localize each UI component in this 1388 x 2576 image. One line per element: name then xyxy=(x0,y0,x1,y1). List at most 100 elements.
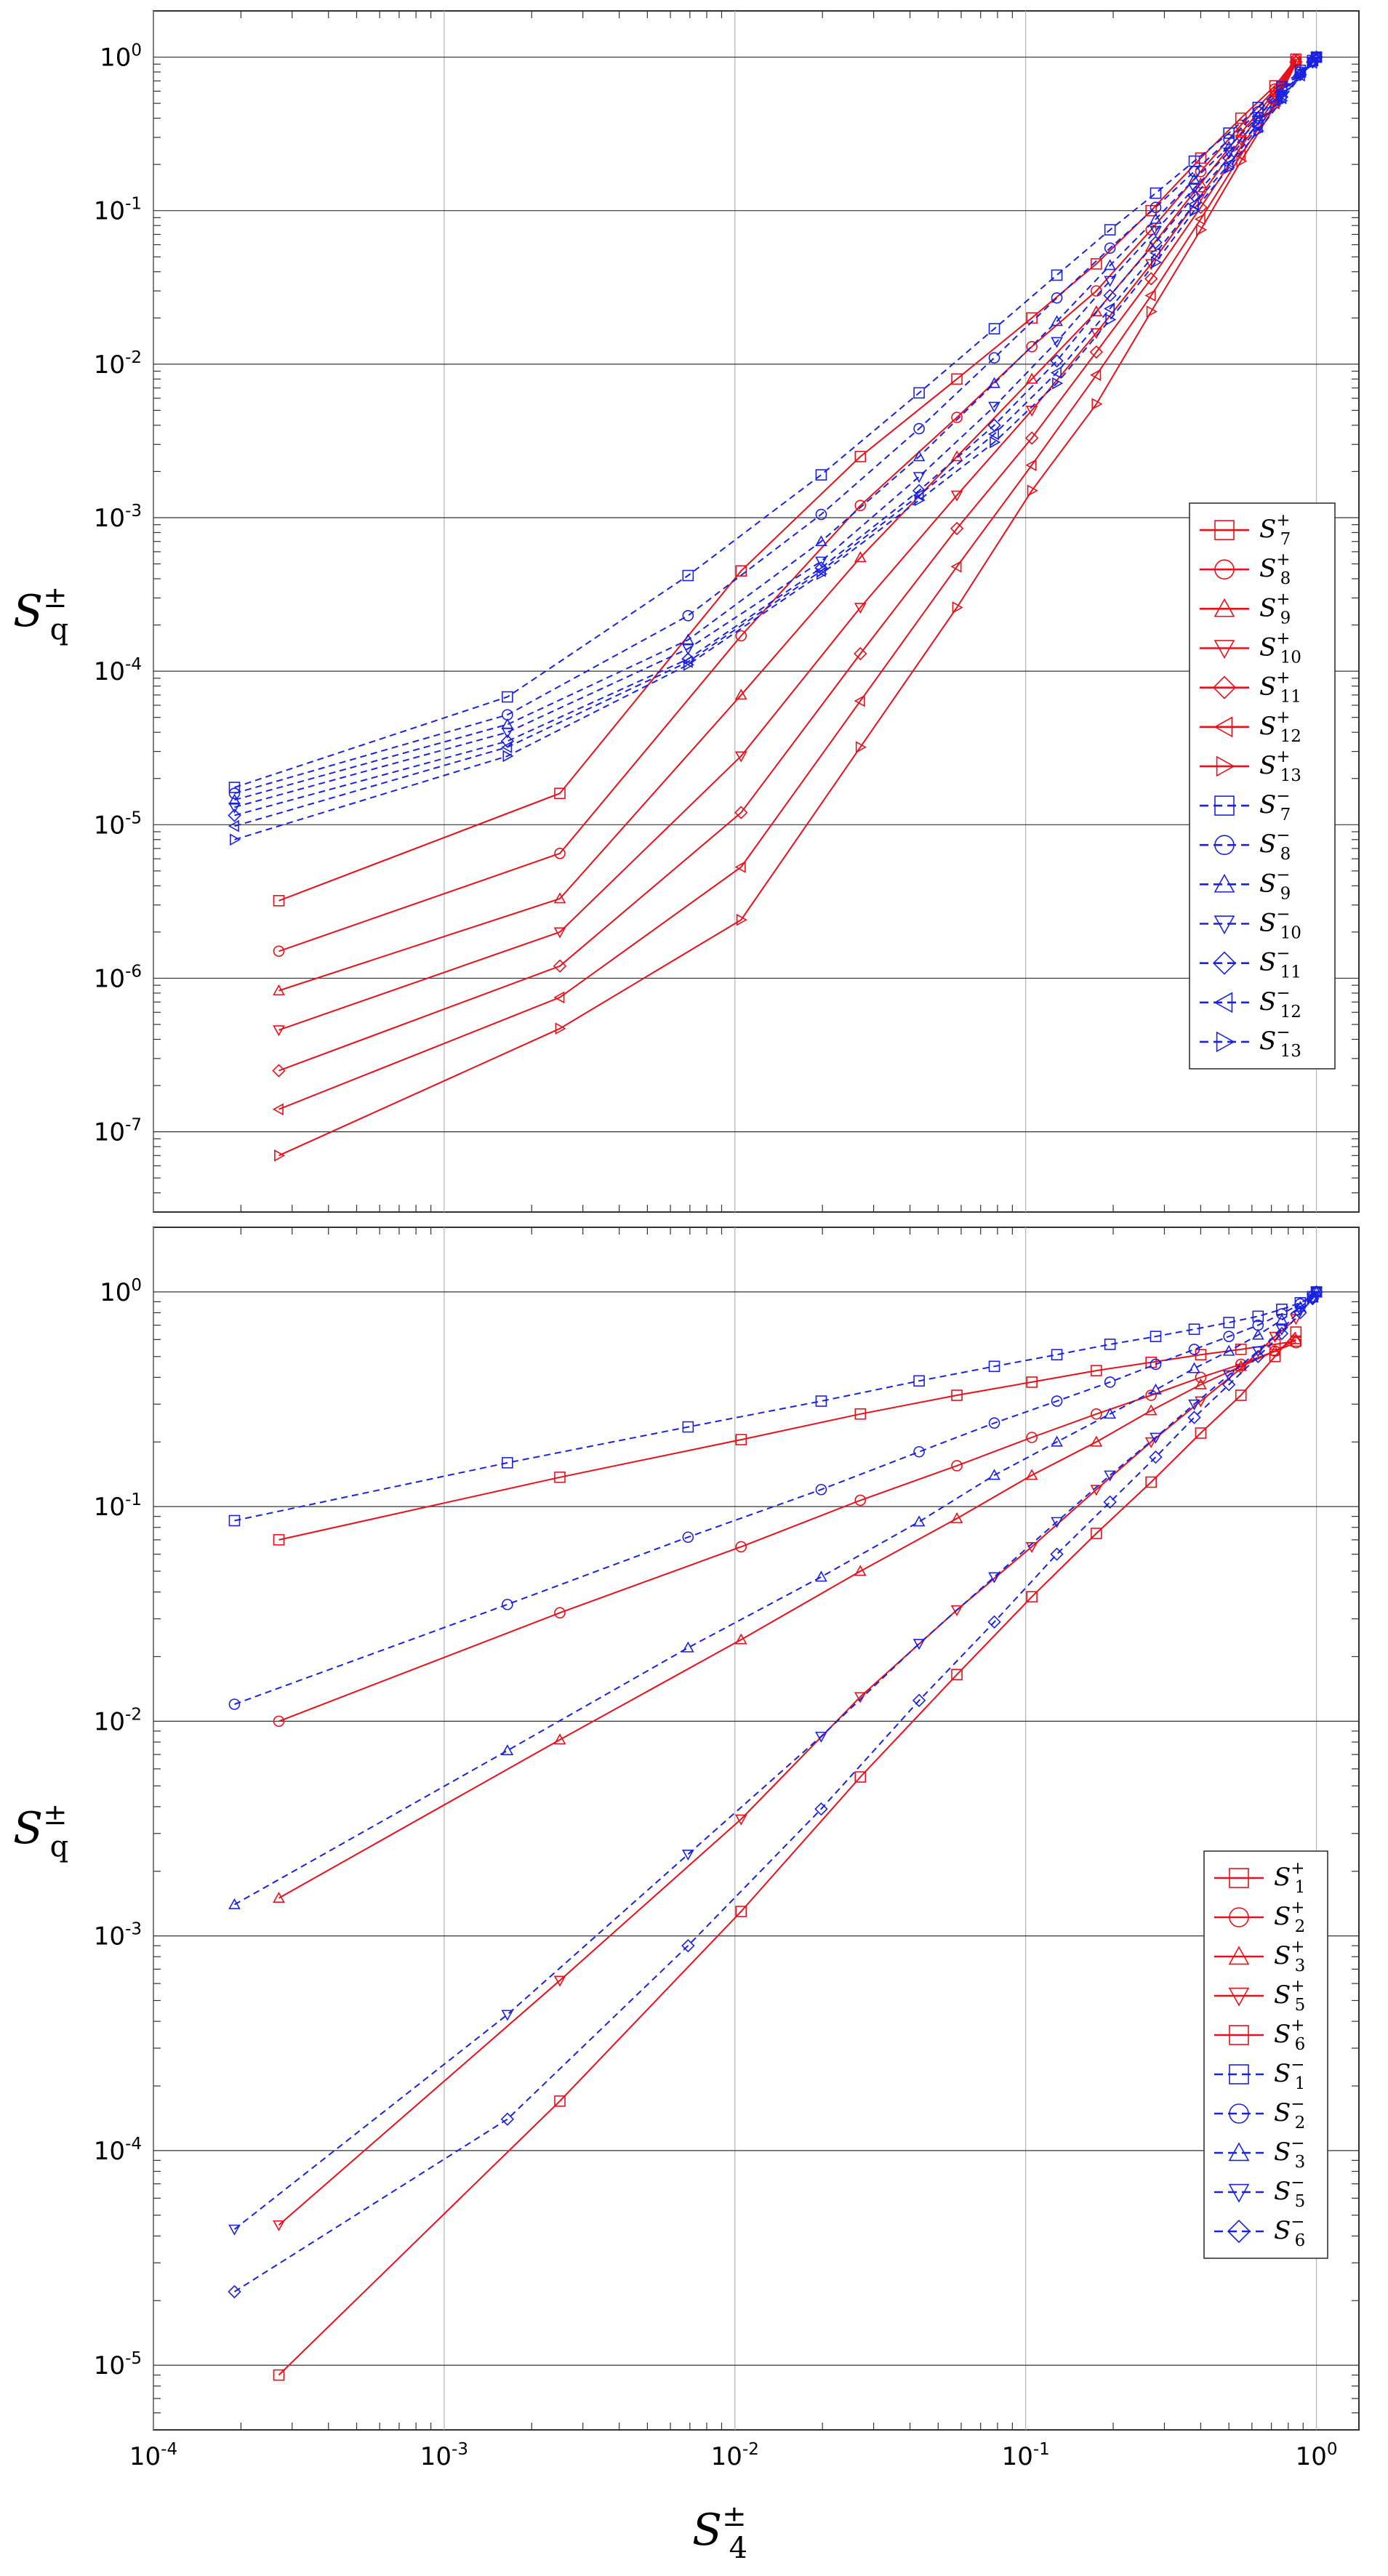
series-line xyxy=(278,1318,1296,2226)
y-tick-label: 10-4 xyxy=(94,655,142,686)
x-tick-label: 10-3 xyxy=(420,2440,468,2471)
data-point xyxy=(1051,1395,1063,1407)
data-point xyxy=(682,1421,694,1433)
data-point xyxy=(273,2369,285,2381)
data-point xyxy=(553,1733,566,1745)
legend-marker xyxy=(1229,2025,1249,2045)
data-point xyxy=(1222,1370,1235,1381)
y-axis-title: S± q xyxy=(13,1798,68,1863)
data-point xyxy=(1026,1432,1038,1443)
data-point xyxy=(1235,119,1247,132)
data-point xyxy=(228,2284,241,2299)
data-point xyxy=(815,508,827,521)
legend-label: S+ 13 xyxy=(1259,747,1301,785)
legend-item: S+ 10 xyxy=(1200,630,1301,667)
data-point xyxy=(502,750,514,763)
bottom-panel: 100 10-1 10-2 10-3 10-4 10-5 10-4 10-3 10-2 10-1 1… xyxy=(94,1227,1360,2471)
data-point xyxy=(273,945,285,958)
data-point xyxy=(988,1469,1000,1480)
data-point xyxy=(1026,1591,1038,1602)
legend-item: S+ 6 xyxy=(1214,2016,1305,2054)
data-point xyxy=(734,689,747,700)
legend-marker xyxy=(1229,1868,1249,1888)
data-point xyxy=(815,1731,827,1743)
data-point xyxy=(990,436,1001,449)
data-point xyxy=(854,551,867,563)
legend-marker xyxy=(1212,675,1237,699)
series-line xyxy=(234,1291,1317,1522)
data-point xyxy=(1149,246,1160,260)
data-point xyxy=(1026,340,1038,353)
data-point xyxy=(228,819,239,832)
data-point xyxy=(1196,223,1208,236)
data-point xyxy=(1145,1476,1157,1488)
series-minus-13 xyxy=(230,51,1323,846)
x-tick-label: 10-1 xyxy=(1002,2440,1050,2471)
legend-label: S− 1 xyxy=(1274,2055,1305,2093)
data-point xyxy=(1195,1371,1207,1384)
data-point xyxy=(502,1457,513,1469)
data-point xyxy=(951,1460,963,1472)
data-point xyxy=(1188,1344,1200,1355)
data-point xyxy=(1252,1310,1264,1323)
data-point xyxy=(950,490,963,502)
data-point xyxy=(1235,1389,1247,1401)
data-point xyxy=(1222,1378,1236,1392)
data-point xyxy=(1190,204,1201,217)
data-point xyxy=(1104,1376,1116,1388)
data-point xyxy=(734,1633,747,1645)
legend-item: S− 9 xyxy=(1200,865,1291,903)
data-point xyxy=(854,603,867,614)
data-point xyxy=(1146,305,1158,318)
data-point xyxy=(1194,201,1208,214)
data-point xyxy=(913,1375,925,1387)
data-point xyxy=(951,412,963,423)
series-plus-6 xyxy=(273,1326,1302,2381)
legend-label: S− 12 xyxy=(1259,984,1301,1022)
data-point xyxy=(555,1022,566,1035)
data-point xyxy=(1195,152,1207,164)
series-line xyxy=(234,56,1317,801)
series-plus-1 xyxy=(273,1335,1302,1546)
series-line xyxy=(278,61,1297,1072)
legend-item: S− 5 xyxy=(1214,2173,1305,2211)
data-point xyxy=(1091,258,1102,270)
data-point xyxy=(1089,345,1104,359)
data-point xyxy=(1310,1287,1323,1299)
series-line xyxy=(278,63,1297,1157)
data-point xyxy=(1149,1450,1163,1464)
data-point xyxy=(814,1802,828,1816)
data-point xyxy=(501,1744,514,1756)
data-point xyxy=(815,1483,827,1496)
series-minus-6 xyxy=(228,1285,1323,2299)
data-point xyxy=(1050,366,1062,379)
y-tick-label: 100 xyxy=(100,1276,142,1307)
data-point xyxy=(501,727,514,739)
legend-item: S− 3 xyxy=(1214,2134,1305,2172)
legend-item: S+ 8 xyxy=(1200,550,1291,588)
data-point xyxy=(854,1494,867,1506)
legend: S+ 1S+ 2S+ 3S+ 5S+ 6S− 1S− 2S− 3S− 5S− 6 xyxy=(1203,1850,1328,2259)
data-point xyxy=(1150,1358,1162,1371)
data-point xyxy=(914,494,926,507)
y-tick-label: 10-5 xyxy=(94,2349,142,2380)
data-point xyxy=(500,2112,515,2126)
x-tick-label: 10-4 xyxy=(129,2440,177,2471)
data-point xyxy=(553,927,566,939)
y-tick-label: 10-2 xyxy=(94,348,142,380)
legend-box xyxy=(1203,1850,1328,2259)
data-point xyxy=(1150,201,1162,214)
data-point xyxy=(1090,1435,1103,1447)
series-plus-11 xyxy=(272,55,1303,1078)
data-point xyxy=(734,861,746,873)
legend-label: S− 5 xyxy=(1274,2173,1305,2211)
legend-marker xyxy=(1229,2103,1249,2124)
data-point xyxy=(1104,276,1117,287)
top-panel: 100 10-1 10-2 10-3 10-4 10-5 10-6 10-7 S+ 7S+ 8S+ 9… xyxy=(94,10,1360,1213)
series-minus-5 xyxy=(228,1287,1323,2236)
grid xyxy=(153,11,1359,1212)
y-tick-label: 10-4 xyxy=(94,2135,142,2166)
data-point xyxy=(1188,1362,1200,1373)
data-point xyxy=(501,741,513,753)
data-point xyxy=(854,646,867,661)
